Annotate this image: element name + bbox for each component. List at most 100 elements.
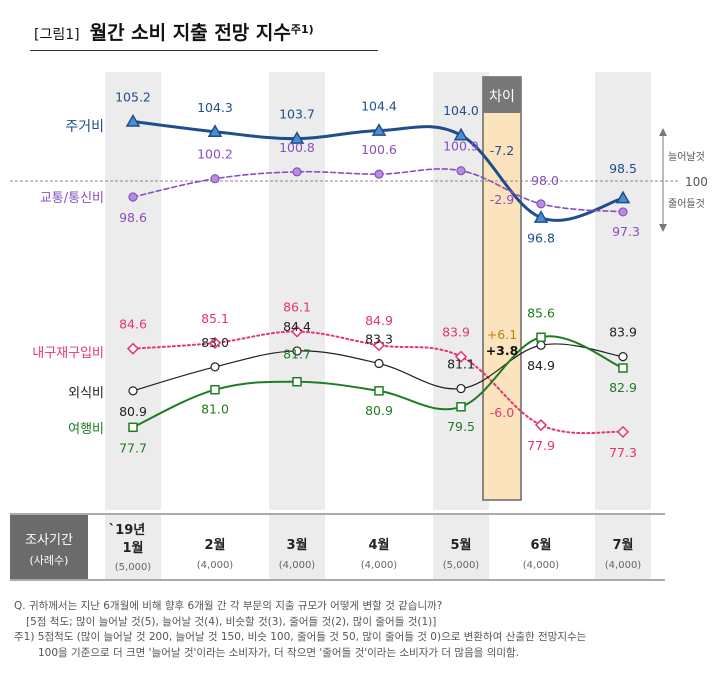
data-label: 83.9 bbox=[609, 325, 637, 340]
title-underline bbox=[30, 50, 378, 51]
circle-marker bbox=[618, 352, 628, 362]
circle-marker bbox=[374, 169, 384, 179]
circle-marker bbox=[128, 386, 138, 396]
table-column-band bbox=[105, 515, 161, 579]
circle-marker bbox=[536, 340, 546, 350]
square-marker bbox=[128, 422, 138, 433]
table-header-sublabel: (사례수) bbox=[30, 554, 69, 567]
x-tick-month: 5월 bbox=[450, 537, 471, 553]
reference-value-label: 100 bbox=[685, 175, 708, 189]
circle-marker bbox=[210, 362, 220, 372]
diamond-marker bbox=[534, 418, 548, 432]
difference-value: -2.9 bbox=[490, 192, 514, 207]
square-marker bbox=[456, 402, 466, 412]
circle-marker bbox=[374, 358, 384, 369]
data-label: 98.5 bbox=[609, 161, 637, 176]
data-label: 83.0 bbox=[201, 335, 229, 350]
data-label: 79.5 bbox=[447, 419, 475, 434]
difference-box bbox=[482, 76, 522, 501]
circle-marker bbox=[536, 199, 546, 209]
title-footnote-mark: 주1) bbox=[290, 23, 314, 36]
data-label: 104.0 bbox=[443, 103, 479, 118]
circle-marker bbox=[618, 207, 628, 217]
series-name-label: 여행비 bbox=[68, 421, 104, 437]
footnote-line-1: 주1) 5점척도 (많이 늘어날 것 200, 늘어날 것 150, 비슷 10… bbox=[14, 631, 587, 643]
x-tick-sample: (5,000) bbox=[443, 560, 480, 571]
column-band bbox=[433, 72, 489, 510]
data-label: 80.9 bbox=[119, 404, 147, 419]
difference-value: +3.8 bbox=[486, 343, 519, 358]
triangle-marker bbox=[207, 124, 223, 138]
triangle-marker bbox=[533, 210, 549, 223]
data-label: 77.3 bbox=[609, 445, 637, 460]
data-label: 77.7 bbox=[119, 440, 147, 455]
data-label: 103.7 bbox=[279, 107, 315, 122]
square-marker bbox=[292, 376, 302, 387]
triangle-marker bbox=[289, 131, 305, 144]
side-scale-down-label: 줄어들것 bbox=[668, 198, 705, 210]
table-column-band bbox=[269, 515, 325, 579]
diamond-marker bbox=[454, 350, 468, 363]
column-band bbox=[269, 72, 325, 510]
difference-box-header bbox=[483, 77, 521, 113]
data-label: 100.9 bbox=[443, 139, 479, 154]
data-label: 100.2 bbox=[197, 147, 233, 162]
column-band bbox=[105, 72, 161, 510]
difference-value: -6.0 bbox=[490, 405, 514, 420]
series-name-label: 주거비 bbox=[65, 119, 104, 135]
table-header-label: 조사기간 bbox=[25, 533, 73, 548]
x-tick-month: 4월 bbox=[368, 537, 389, 553]
x-tick-month: 1월 bbox=[122, 540, 143, 556]
circle-marker bbox=[292, 167, 302, 177]
x-tick-sample: (5,000) bbox=[115, 562, 152, 573]
figure-title: [그림1] 월간 소비 지출 전망 지수주1) bbox=[34, 18, 314, 45]
data-label: 104.3 bbox=[197, 100, 233, 115]
data-label: 96.8 bbox=[527, 231, 555, 246]
x-tick-period: `19년 bbox=[109, 523, 146, 538]
circle-marker bbox=[456, 383, 466, 394]
circle-marker bbox=[456, 166, 466, 176]
difference-value: -7.2 bbox=[490, 143, 514, 158]
data-label: 81.7 bbox=[283, 347, 311, 362]
diamond-marker bbox=[372, 339, 386, 352]
footnote-line-2: 100을 기준으로 더 크면 '늘어날 것'이라는 소비자가, 더 작으면 '줄… bbox=[38, 646, 520, 659]
survey-question: Q. 귀하께서는 지난 6개월에 비해 향후 6개월 간 각 부문의 지출 규모… bbox=[14, 600, 443, 612]
x-tick-sample: (4,000) bbox=[605, 560, 642, 571]
diamond-marker bbox=[290, 325, 304, 338]
series-name-label: 내구재구입비 bbox=[32, 346, 104, 361]
circle-marker bbox=[210, 174, 220, 184]
data-label: 83.3 bbox=[365, 331, 393, 346]
square-marker bbox=[618, 363, 628, 373]
x-tick-month: 6월 bbox=[530, 537, 551, 553]
data-label: 100.6 bbox=[361, 142, 397, 157]
data-label: 84.6 bbox=[119, 317, 147, 332]
scale-note: [5점 척도; 많이 늘어날 것(5), 늘어날 것(4), 비슷할 것(3),… bbox=[26, 615, 437, 628]
series-name-label: 외식비 bbox=[68, 386, 104, 401]
data-label: 85.1 bbox=[201, 311, 229, 326]
circle-marker bbox=[128, 192, 138, 202]
table-column-band bbox=[595, 515, 651, 579]
x-tick-sample: (4,000) bbox=[279, 560, 316, 571]
figure-label: [그림1] bbox=[34, 27, 80, 43]
chart-title: 월간 소비 지출 전망 지수 bbox=[89, 22, 291, 44]
x-tick-sample: (4,000) bbox=[523, 560, 560, 571]
data-label: 77.9 bbox=[527, 438, 555, 453]
data-label: 84.9 bbox=[365, 313, 393, 328]
difference-value: +6.1 bbox=[487, 327, 517, 342]
square-marker bbox=[536, 332, 546, 343]
square-marker bbox=[210, 384, 220, 395]
data-label: 100.8 bbox=[279, 140, 315, 155]
data-label: 81.0 bbox=[201, 402, 229, 417]
data-label: 85.6 bbox=[527, 305, 555, 320]
data-label: 82.9 bbox=[609, 380, 637, 395]
square-marker bbox=[374, 386, 384, 396]
series-name-label: 교통/통신비 bbox=[40, 191, 104, 206]
diamond-marker bbox=[616, 425, 630, 438]
data-label: 83.9 bbox=[442, 325, 470, 340]
x-tick-month: 7월 bbox=[612, 537, 633, 553]
circle-marker bbox=[292, 346, 302, 356]
data-label: 98.0 bbox=[531, 173, 559, 188]
data-label: 80.9 bbox=[365, 403, 393, 418]
triangle-marker bbox=[125, 113, 141, 127]
data-label: 84.4 bbox=[283, 319, 311, 334]
